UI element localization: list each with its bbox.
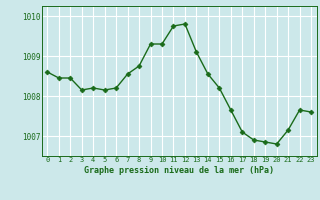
- X-axis label: Graphe pression niveau de la mer (hPa): Graphe pression niveau de la mer (hPa): [84, 166, 274, 175]
